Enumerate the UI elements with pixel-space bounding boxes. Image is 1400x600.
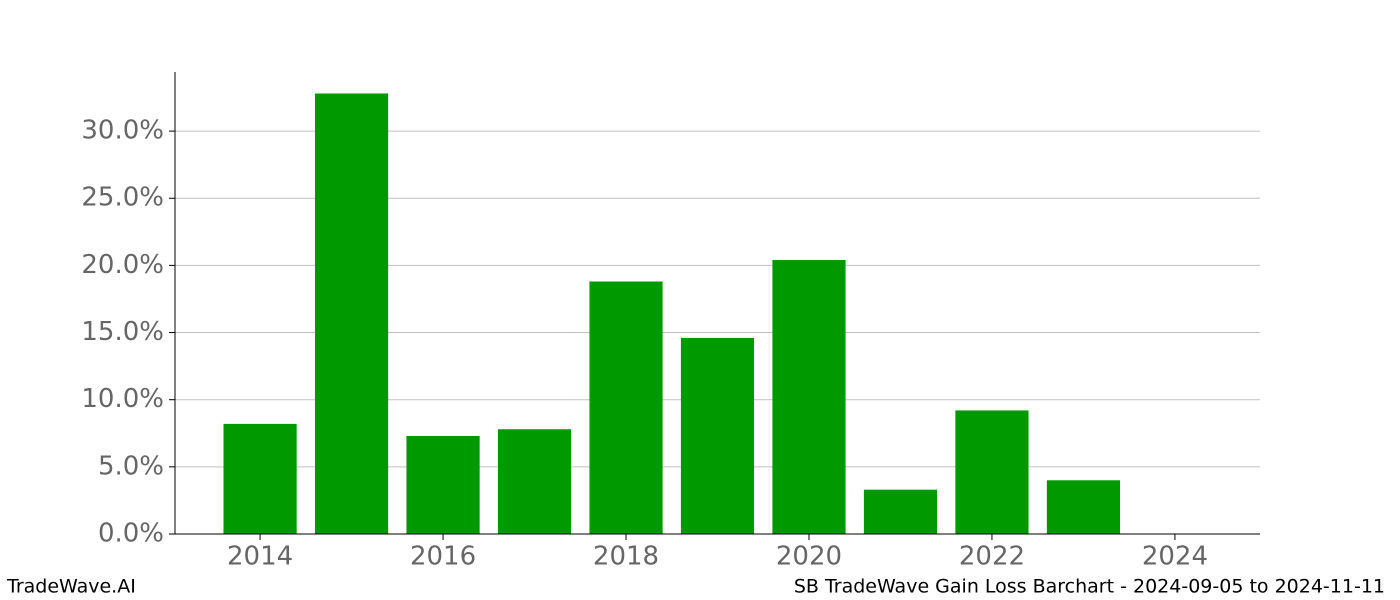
x-tick-label: 2016 (410, 542, 476, 572)
bar (772, 260, 846, 534)
bar (1046, 480, 1121, 534)
bar (955, 410, 1029, 534)
bar (314, 93, 389, 534)
footer-left: TradeWave.AI (6, 576, 136, 598)
bar (223, 423, 297, 534)
x-tick-label: 2024 (1142, 542, 1208, 572)
bar (497, 429, 572, 534)
footer-right: SB TradeWave Gain Loss Barchart - 2024-0… (794, 576, 1385, 598)
x-tick-label: 2020 (776, 542, 842, 572)
bar (589, 281, 663, 534)
x-tick-label: 2018 (593, 542, 659, 572)
x-tick-label: 2022 (959, 542, 1025, 572)
y-tick-label: 10.0% (81, 384, 164, 414)
bar (680, 337, 755, 534)
bar (863, 489, 938, 534)
y-tick-label: 20.0% (81, 250, 164, 280)
y-tick-label: 5.0% (98, 451, 164, 481)
y-tick-label: 15.0% (81, 317, 164, 347)
y-tick-label: 25.0% (81, 183, 164, 213)
x-tick-label: 2014 (227, 542, 293, 572)
bar (406, 435, 480, 534)
y-tick-label: 0.0% (98, 519, 164, 549)
y-tick-label: 30.0% (81, 116, 164, 146)
